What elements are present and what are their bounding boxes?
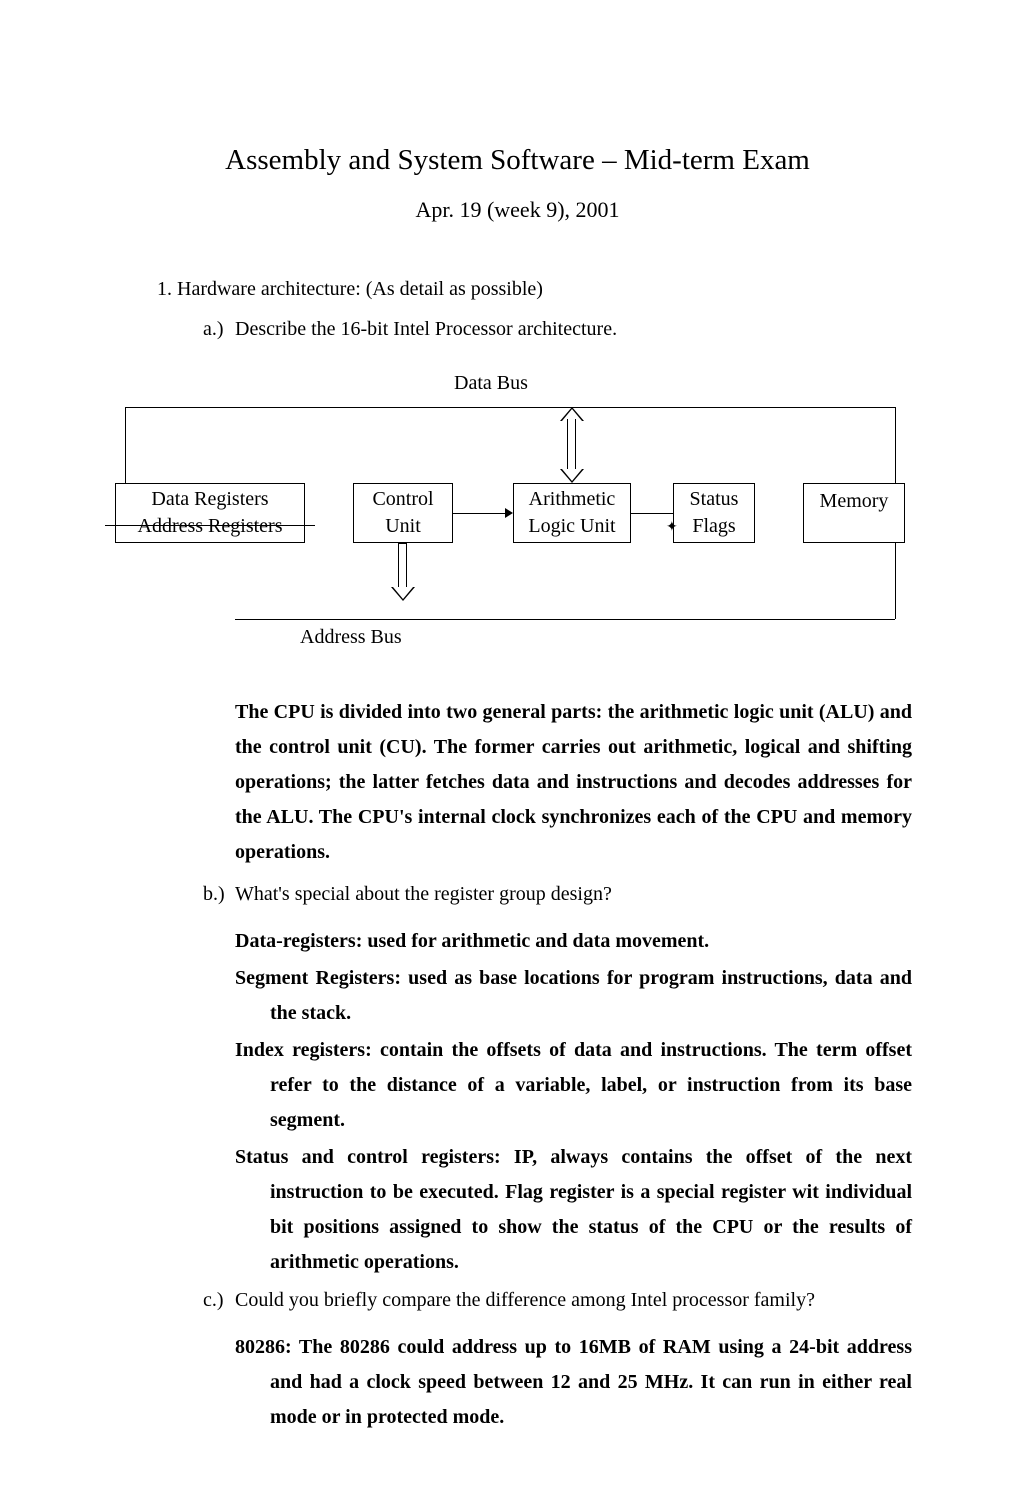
question-1b: b.)What's special about the register gro… <box>115 880 920 908</box>
box-memory: Memory <box>803 483 905 543</box>
address-bus-label: Address Bus <box>300 623 402 651</box>
answer-b-item-3: Index registers: contain the offsets of … <box>115 1033 920 1138</box>
box-memory-line1: Memory <box>804 488 904 515</box>
box-flags-line2: ✦Flags <box>674 513 754 540</box>
data-bus-label: Data Bus <box>450 369 532 397</box>
cu-to-alu-arrow-icon <box>505 508 513 518</box>
item-label-a: a.) <box>203 315 235 343</box>
answer-b-item-1: Data-registers: used for arithmetic and … <box>115 924 920 959</box>
page-subtitle: Apr. 19 (week 9), 2001 <box>115 195 920 226</box>
box-cu-line2: Unit <box>354 513 452 540</box>
box-alu-line2: Logic Unit <box>514 513 630 540</box>
answer-a-paragraph: The CPU is divided into two general part… <box>115 695 920 870</box>
page-title: Assembly and System Software – Mid-term … <box>115 140 920 181</box>
box-flags: Status ✦Flags <box>673 483 755 543</box>
question-1-heading: 1. Hardware architecture: (As detail as … <box>115 275 920 303</box>
cu-to-alu-line <box>453 513 505 514</box>
question-1c: c.)Could you briefly compare the differe… <box>115 1286 920 1314</box>
item-text-b: What's special about the register group … <box>235 883 612 905</box>
answer-b-item-4: Status and control registers: IP, always… <box>115 1140 920 1280</box>
alu-to-bus-arrow <box>560 407 584 483</box>
cu-to-address-bus-arrow <box>391 543 415 601</box>
item-label-c: c.) <box>203 1286 235 1314</box>
box-alu: Arithmetic Logic Unit <box>513 483 631 543</box>
question-1a: a.)Describe the 16-bit Intel Processor a… <box>115 315 920 343</box>
item-text-c: Could you briefly compare the difference… <box>235 1289 815 1311</box>
box-cu-line1: Control <box>354 486 452 513</box>
item-label-b: b.) <box>203 880 235 908</box>
address-bus-line <box>235 619 895 620</box>
box-flags-line1: Status <box>674 486 754 513</box>
data-bus-line <box>125 407 895 408</box>
regs-cross-line <box>105 525 315 526</box>
box-registers: Data Registers Address Registers <box>115 483 305 543</box>
alu-to-flags-line <box>631 513 673 514</box>
cpu-diagram: Data Bus Data Registers Address Register… <box>115 363 915 653</box>
box-control-unit: Control Unit <box>353 483 453 543</box>
box-registers-line1: Data Registers <box>116 486 304 513</box>
box-alu-line1: Arithmetic <box>514 486 630 513</box>
address-bus-right-end <box>895 543 896 619</box>
box-registers-line2: Address Registers <box>116 513 304 540</box>
data-bus-right-end <box>895 407 896 483</box>
answer-c-item-1: 80286: The 80286 could address up to 16M… <box>115 1330 920 1435</box>
item-text-a: Describe the 16-bit Intel Processor arch… <box>235 318 617 340</box>
answer-b-item-2: Segment Registers: used as base location… <box>115 961 920 1031</box>
